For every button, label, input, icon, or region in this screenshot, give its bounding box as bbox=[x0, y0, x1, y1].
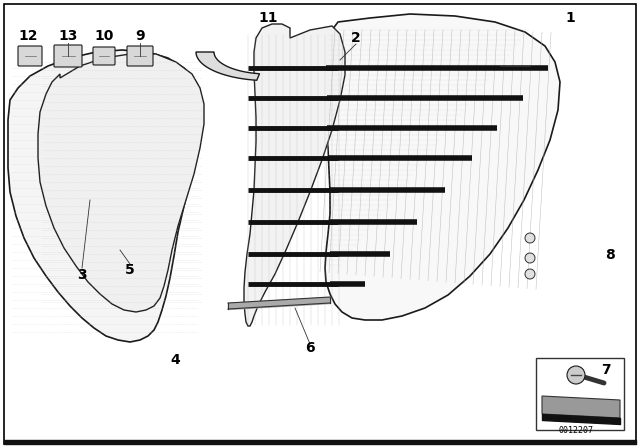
Text: 0012207: 0012207 bbox=[559, 426, 593, 435]
Polygon shape bbox=[196, 52, 260, 80]
Bar bbox=[536, 358, 624, 430]
Circle shape bbox=[525, 253, 535, 263]
Text: 3: 3 bbox=[77, 268, 87, 282]
Text: 12: 12 bbox=[19, 29, 38, 43]
Text: 8: 8 bbox=[605, 248, 615, 262]
Text: 4: 4 bbox=[170, 353, 180, 367]
Text: 1: 1 bbox=[565, 11, 575, 25]
FancyBboxPatch shape bbox=[18, 46, 42, 66]
Polygon shape bbox=[38, 54, 204, 312]
Polygon shape bbox=[244, 24, 345, 326]
FancyBboxPatch shape bbox=[93, 47, 115, 65]
Text: 2: 2 bbox=[351, 31, 361, 45]
FancyBboxPatch shape bbox=[127, 46, 153, 66]
Polygon shape bbox=[322, 14, 560, 320]
Text: 10: 10 bbox=[94, 29, 114, 43]
Text: 7: 7 bbox=[601, 363, 611, 377]
Text: 13: 13 bbox=[58, 29, 77, 43]
FancyBboxPatch shape bbox=[54, 45, 82, 67]
Text: 11: 11 bbox=[259, 11, 278, 25]
Text: 5: 5 bbox=[125, 263, 135, 277]
Circle shape bbox=[525, 269, 535, 279]
Polygon shape bbox=[542, 396, 620, 418]
Circle shape bbox=[567, 366, 585, 384]
Circle shape bbox=[525, 233, 535, 243]
Text: 9: 9 bbox=[135, 29, 145, 43]
Polygon shape bbox=[8, 50, 202, 342]
Text: 6: 6 bbox=[305, 341, 315, 355]
